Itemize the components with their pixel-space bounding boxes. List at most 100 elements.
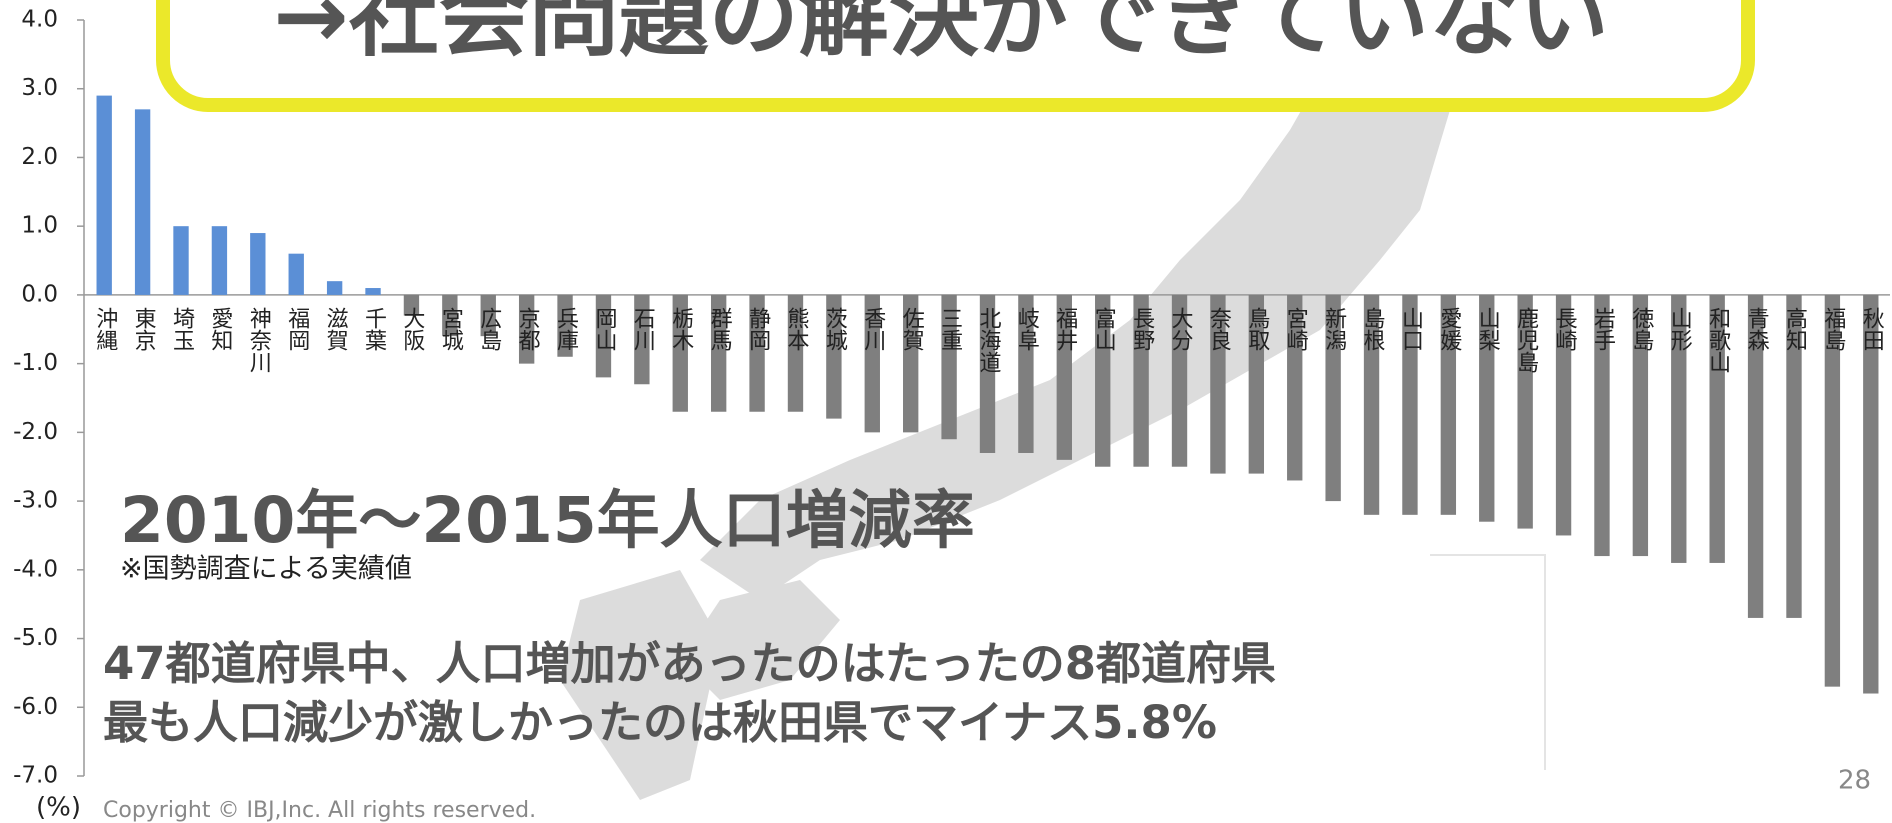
y-tick-label: 3.0 [21,75,58,101]
copyright: Copyright © IBJ,Inc. All rights reserved… [103,798,536,823]
x-tick-label: 埼玉 [169,307,195,351]
y-tick-label: 2.0 [21,144,58,170]
x-tick-label: 福井 [1052,307,1078,351]
x-tick-label: 長崎 [1552,307,1577,351]
x-tick-label: 高知 [1782,307,1808,351]
x-tick-label: 秋田 [1859,307,1885,351]
page-number: 28 [1838,766,1871,796]
bar [1056,294,1072,460]
bar [979,294,996,453]
x-tick-label: 山形 [1667,307,1693,351]
x-tick-label: 福島 [1820,307,1846,351]
chart-title: 2010年～2015年人口増減率 [120,484,975,557]
bar [710,294,727,412]
bar [1018,294,1034,453]
bar [595,294,612,378]
bar [634,294,650,385]
x-tick-label: 静岡 [745,307,771,351]
x-tick-label: 愛知 [207,307,233,351]
x-tick-label: 群馬 [707,307,733,351]
x-tick-label: 三重 [937,307,962,351]
x-tick-label: 神奈川 [246,307,272,373]
x-tick-label: 和歌山 [1705,307,1731,373]
bar [288,253,304,295]
x-tick-label: 山口 [1398,307,1423,351]
x-tick-label: 岩手 [1590,307,1616,351]
x-tick-label: 京都 [515,307,541,351]
bar [749,294,765,412]
bar [941,294,957,440]
bar [1517,294,1533,529]
bar [864,294,880,433]
bar [1171,294,1188,467]
bar [1632,294,1649,557]
x-tick-label: 徳島 [1628,307,1654,351]
bar [672,294,688,412]
bar [1786,294,1802,618]
y-tick-label: -4.0 [13,556,58,582]
bar [211,226,228,295]
x-tick-label: 福岡 [284,307,310,351]
y-tick-label: -5.0 [13,625,58,651]
bar [480,294,496,337]
bar [557,294,573,357]
y-tick-label: 0.0 [21,281,58,307]
x-tick-label: 大分 [1168,307,1194,351]
bar [403,294,420,316]
y-tick-label: 4.0 [21,7,58,33]
y-tick-label: -1.0 [13,350,58,376]
y-tick-label: -7.0 [13,763,58,789]
bar [1863,294,1879,694]
y-tick-label: -6.0 [13,694,58,720]
bar [173,226,189,295]
bar [787,294,804,412]
bar [1287,294,1303,481]
x-tick-label: 島根 [1360,307,1386,351]
x-tick-label: 新潟 [1321,307,1347,351]
x-tick-label: 岐阜 [1014,307,1039,351]
x-tick-label: 香川 [860,307,886,351]
headline-box [156,0,1755,112]
x-tick-label: 北海道 [976,307,1002,373]
x-tick-label: 兵庫 [553,307,579,351]
bar [134,109,151,295]
bar [1210,294,1226,474]
x-tick-label: 岡山 [591,307,616,351]
y-tick-label: -3.0 [13,488,58,514]
x-tick-label: 山梨 [1475,307,1501,351]
headline: →社会問題の解決ができていない [273,0,1608,69]
x-tick-label: 石川 [630,307,656,351]
x-tick-label: 青森 [1744,307,1770,351]
x-tick-label: 広島 [476,307,502,351]
x-tick-label: 佐賀 [899,307,925,351]
x-tick-label: 愛媛 [1436,307,1462,351]
x-tick-label: 宮崎 [1283,307,1308,351]
x-tick-label: 富山 [1091,307,1116,351]
bar [903,294,919,433]
bar [1671,294,1687,563]
bar [442,294,458,337]
x-tick-label: 鳥取 [1244,307,1270,351]
x-tick-label: 熊本 [783,307,809,351]
chart-subtitle: ※国勢調査による実績値 [120,554,412,585]
x-tick-label: 沖縄 [92,307,118,351]
annotation: 47都道府県中、人口増加があったのはたったの8都道府県 [103,637,1276,690]
bar [1133,294,1149,467]
x-tick-label: 茨城 [822,307,848,351]
bar [250,233,266,295]
x-tick-label: 滋賀 [323,307,349,351]
bar [518,294,535,364]
x-tick-label: 千葉 [361,307,387,351]
bar [96,95,112,295]
bar [1440,294,1457,515]
x-tick-label: 宮城 [438,307,464,351]
x-tick-label: 長野 [1129,307,1155,351]
y-tick-label: 1.0 [21,213,58,239]
bar [1402,294,1418,515]
bar [365,288,381,295]
bar [826,294,842,419]
bar [1325,294,1341,502]
y-tick-label: -2.0 [13,419,58,445]
bar [326,281,343,295]
